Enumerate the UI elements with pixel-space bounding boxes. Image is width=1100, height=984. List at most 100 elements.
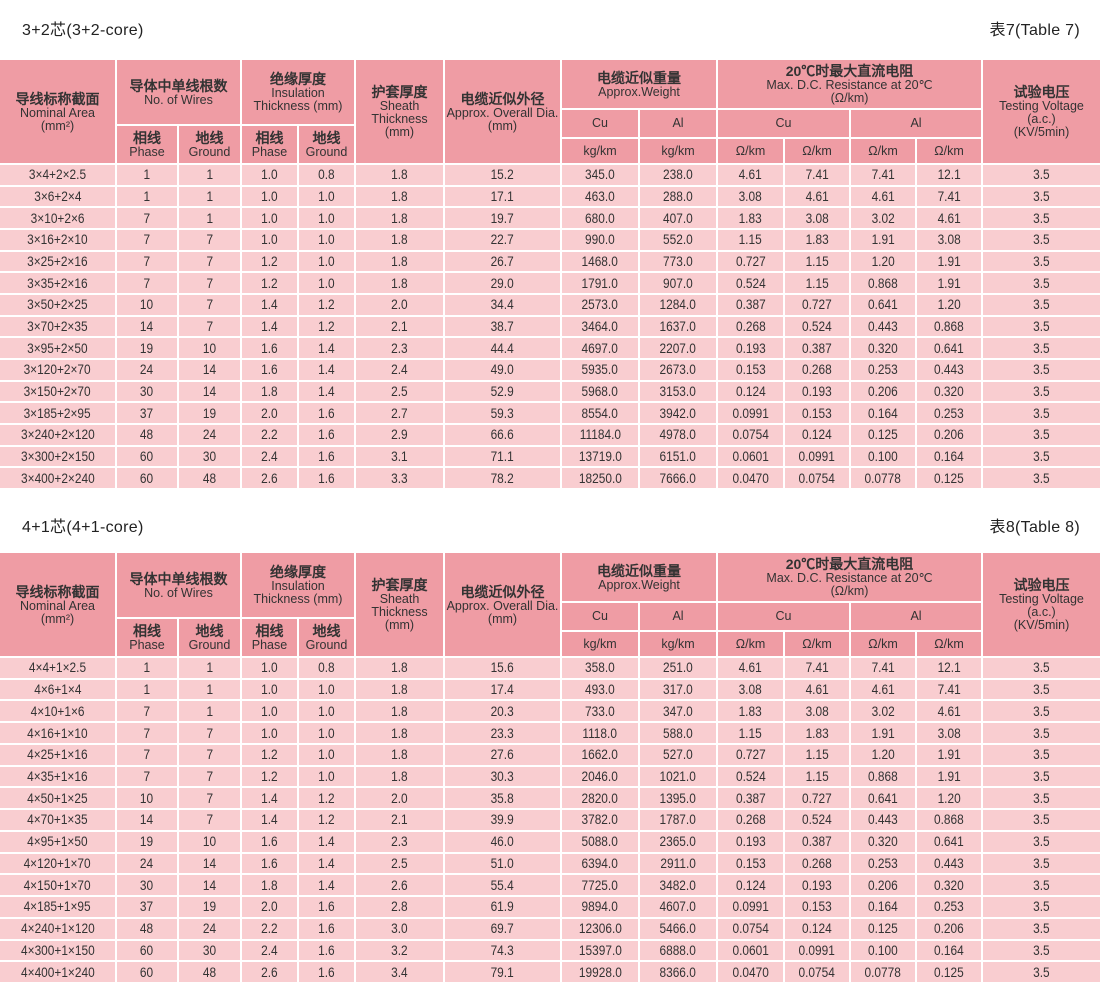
table-cell: 0.8 — [299, 658, 354, 678]
table-cell: 7666.0 — [640, 468, 716, 488]
table-cell: 3.5 — [983, 360, 1100, 380]
table-cell: 1787.0 — [640, 810, 716, 830]
header-weight-al: Al — [640, 110, 716, 137]
cell-value: 1.20 — [871, 253, 895, 269]
table-cell: 3.5 — [983, 446, 1100, 467]
table-cell: 7 — [179, 788, 240, 809]
cell-value: 4×150+1×70 — [23, 877, 92, 893]
cell-value: 3.5 — [1033, 790, 1050, 806]
header-sheath-thickness: 护套厚度 Sheath Thickness (mm) — [356, 60, 443, 163]
cell-value: 4×95+1×50 — [27, 834, 88, 850]
table-cell: 14 — [117, 316, 177, 337]
table-cell: 0.164 — [917, 446, 981, 467]
cell-value: 48 — [140, 921, 154, 937]
cell-value: 0.206 — [868, 877, 898, 893]
cell-value: 1.0 — [318, 210, 335, 226]
cell-value: 0.0991 — [732, 899, 769, 915]
table-cell: 1 — [117, 658, 177, 678]
table-cell: 37 — [117, 403, 177, 423]
table-cell: 3.4 — [356, 962, 443, 982]
table-cell: 7 — [179, 766, 240, 787]
cell-value: 71.1 — [490, 448, 515, 464]
header-weight-al-unit: kg/km — [640, 632, 716, 656]
table-cell: 1.6 — [299, 446, 354, 467]
table-cell: 19928.0 — [562, 962, 638, 982]
table-cell: 0.641 — [851, 295, 915, 315]
header-resistance-cu: Cu — [718, 603, 849, 630]
cell-value: 55.4 — [490, 877, 515, 893]
header-zh-label: 导线标称截面 — [15, 583, 100, 600]
table-cell: 1 — [179, 701, 240, 722]
table-cell: 1.4 — [242, 316, 297, 337]
cell-value: 3.08 — [805, 210, 829, 226]
table-cell: 0.443 — [917, 853, 981, 874]
cell-value: 3×240+2×120 — [20, 427, 95, 443]
header-weight-cu-unit: kg/km — [562, 632, 638, 656]
table-cell: 5466.0 — [640, 918, 716, 939]
cell-value: 7 — [143, 769, 151, 785]
table-cell: 358.0 — [562, 658, 638, 678]
table-cell: 7.41 — [785, 658, 849, 678]
table-cell: 0.727 — [718, 744, 783, 765]
cell-value: 0.0470 — [732, 470, 769, 486]
cell-value: 7666.0 — [659, 470, 697, 486]
cell-value: 0.206 — [934, 427, 964, 443]
cell-value: 12.1 — [937, 167, 961, 183]
cell-value: 4.61 — [738, 167, 763, 183]
cell-value: 0.641 — [868, 790, 898, 806]
table-cell: 2820.0 — [562, 788, 638, 809]
cell-value: 0.193 — [735, 834, 766, 850]
cell-value: 4×10+1×6 — [30, 703, 85, 719]
cell-value: 2.3 — [391, 340, 408, 356]
cell-value: 3.5 — [1033, 253, 1050, 269]
table-cell: 2.1 — [356, 810, 443, 830]
table-cell: 990.0 — [562, 230, 638, 250]
cell-value: 1.4 — [261, 812, 278, 828]
cell-value: 1.8 — [391, 682, 408, 698]
table-cell: 3×25+2×16 — [0, 251, 115, 272]
cell-value: 1.0 — [261, 210, 278, 226]
cell-value: 27.6 — [490, 747, 515, 763]
header-en-label: Approx.Weight — [598, 577, 680, 592]
table-cell: 3×240+2×120 — [0, 425, 115, 445]
table-cell: 493.0 — [562, 679, 638, 700]
table-cell: 1.91 — [917, 273, 981, 293]
cell-value: 4.61 — [937, 703, 961, 719]
cell-value: 3.5 — [1033, 877, 1050, 893]
header-en-label: Sheath Thickness (mm) — [371, 99, 428, 139]
header-en-label: Ω/km — [868, 143, 898, 158]
table-cell: 3×95+2×50 — [0, 338, 115, 358]
table-cell: 1.20 — [917, 788, 981, 809]
cell-value: 1.4 — [318, 362, 335, 378]
cell-value: 4×70+1×35 — [27, 812, 88, 828]
cell-value: 773.0 — [663, 253, 693, 269]
table-cell: 0.0470 — [718, 962, 783, 982]
cell-value: 0.868 — [868, 275, 898, 291]
table-cell: 2.2 — [242, 918, 297, 939]
cell-value: 3×150+2×70 — [23, 383, 92, 399]
table-cell: 23.3 — [445, 723, 560, 743]
table-cell: 1 — [179, 208, 240, 228]
header-zh-label: 相线 — [133, 623, 161, 639]
cell-value: 1.0 — [318, 253, 335, 269]
cell-value: 15.2 — [490, 167, 515, 183]
table-cell: 1.4 — [242, 810, 297, 830]
cell-value: 1468.0 — [581, 253, 619, 269]
table-cell: 24 — [179, 918, 240, 939]
cell-value: 1395.0 — [659, 790, 697, 806]
cell-value: 0.0754 — [798, 964, 836, 980]
table-cell: 14 — [179, 853, 240, 874]
cell-value: 0.387 — [735, 790, 766, 806]
header-resistance-unit: Ω/km — [718, 632, 783, 656]
table-cell: 60 — [117, 962, 177, 982]
header-insulation-thickness: 绝缘厚度 Insulation Thickness (mm) — [242, 553, 354, 617]
table-cell: 14 — [117, 810, 177, 830]
table-title: 4+1芯(4+1-core) — [22, 519, 144, 536]
header-en-label: Cu — [775, 116, 792, 130]
table-cell: 1.6 — [299, 918, 354, 939]
cell-value: 24 — [202, 921, 217, 937]
cell-value: 19 — [202, 899, 217, 915]
header-overall-diameter: 电缆近似外径 Approx. Overall Dia. (mm) — [445, 553, 560, 656]
cell-value: 1.2 — [318, 790, 335, 806]
cell-value: 1.83 — [738, 703, 763, 719]
